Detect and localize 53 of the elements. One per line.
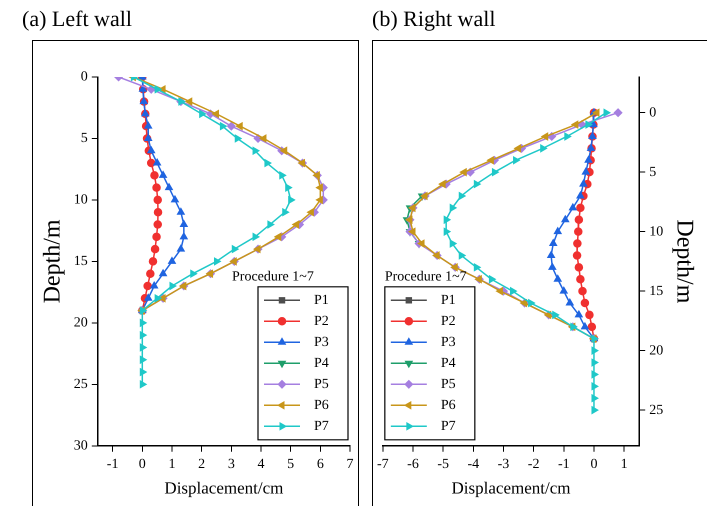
y-tick-label: 10 bbox=[74, 192, 88, 208]
x-tick-label: 5 bbox=[287, 456, 294, 472]
x-tick-label: 7 bbox=[346, 456, 354, 472]
x-tick-label: 0 bbox=[138, 456, 146, 472]
x-tick-label: 3 bbox=[228, 456, 235, 472]
x-tick-label: 2 bbox=[198, 456, 206, 472]
x-tick-label: 0 bbox=[590, 456, 598, 472]
legend-label: P6 bbox=[440, 398, 456, 413]
legend-title: Procedure 1~7 bbox=[384, 269, 467, 284]
y-tick-label: 5 bbox=[80, 131, 88, 146]
chart-title: (a) Left wall bbox=[22, 6, 132, 32]
x-tick-label: -5 bbox=[437, 456, 449, 472]
x-axis-title: Displacement/cm bbox=[452, 478, 570, 498]
legend-label: P1 bbox=[440, 292, 456, 308]
x-tick-label: -1 bbox=[558, 456, 570, 472]
x-tick-label: 6 bbox=[316, 456, 324, 472]
x-tick-label: -6 bbox=[407, 456, 419, 472]
y2-tick-label: 0 bbox=[649, 105, 656, 120]
legend-label: P3 bbox=[440, 334, 456, 350]
legend-label: P7 bbox=[314, 418, 329, 434]
x-tick-label: 4 bbox=[257, 456, 264, 472]
legend-label: P1 bbox=[314, 292, 329, 308]
legend-label: P7 bbox=[440, 418, 456, 434]
legend-label: P5 bbox=[314, 376, 329, 392]
chart-title: (b) Right wall bbox=[372, 6, 496, 32]
y2-tick-label: 15 bbox=[649, 284, 664, 299]
x-axis-title: Displacement/cm bbox=[164, 478, 284, 498]
legend-title: Procedure 1~7 bbox=[232, 269, 314, 284]
legend-label: P5 bbox=[440, 376, 456, 392]
legend-label: P2 bbox=[440, 314, 456, 329]
legend-label: P6 bbox=[314, 398, 329, 413]
legend-label: P2 bbox=[314, 314, 329, 329]
y2-tick-label: 25 bbox=[649, 402, 664, 418]
legend-label: P4 bbox=[314, 356, 329, 371]
y-tick-label: 20 bbox=[74, 316, 88, 331]
x-tick-label: -1 bbox=[106, 456, 118, 472]
y-tick-label: 0 bbox=[80, 70, 88, 85]
y2-tick-label: 5 bbox=[649, 164, 656, 180]
x-tick-label: -4 bbox=[467, 456, 480, 472]
y-tick-label: 25 bbox=[74, 377, 88, 392]
y-axis-title: Depth/m bbox=[40, 219, 66, 304]
legend-label: P4 bbox=[440, 356, 456, 371]
y2-axis-title: Depth/m bbox=[671, 219, 698, 304]
y-tick-label: 30 bbox=[74, 438, 88, 454]
legend-label: P3 bbox=[314, 334, 329, 350]
x-tick-label: -2 bbox=[528, 456, 540, 472]
x-tick-label: 1 bbox=[168, 456, 176, 472]
y2-tick-label: 10 bbox=[649, 224, 664, 240]
y2-tick-label: 20 bbox=[649, 343, 664, 358]
y-tick-label: 15 bbox=[74, 254, 88, 270]
x-tick-label: -7 bbox=[376, 456, 389, 472]
x-tick-label: 1 bbox=[620, 456, 628, 472]
x-tick-label: -3 bbox=[498, 456, 510, 472]
